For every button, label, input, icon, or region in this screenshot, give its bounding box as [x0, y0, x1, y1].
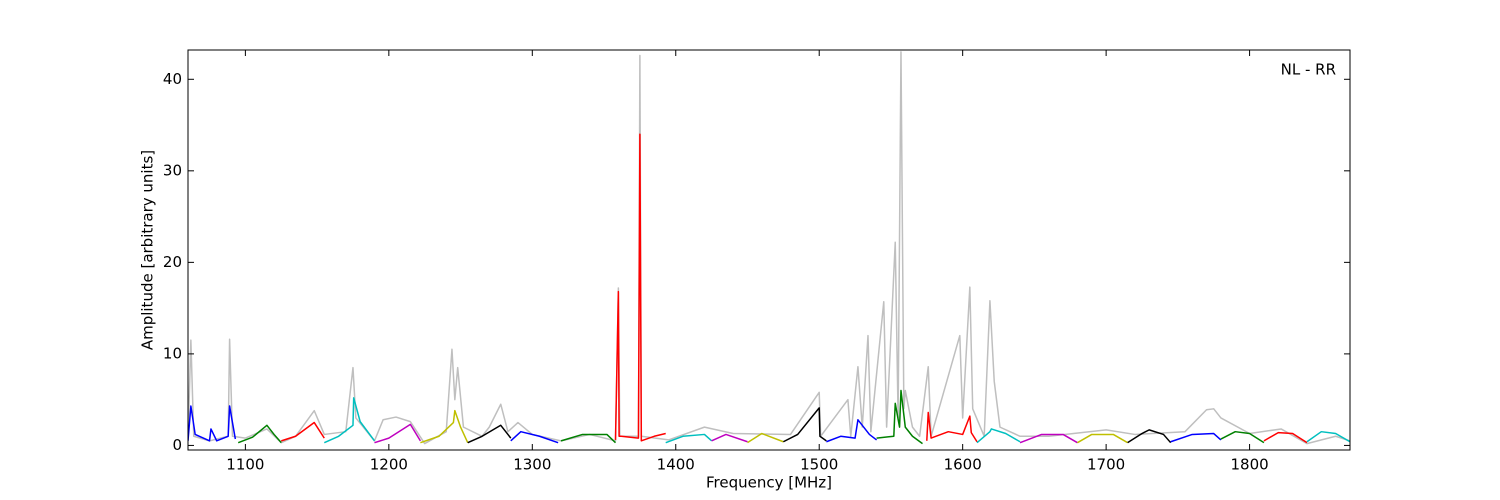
series-line — [560, 433, 617, 444]
series-line — [1019, 433, 1078, 444]
series-line — [1220, 430, 1265, 444]
y-tick-label: 40 — [163, 70, 182, 88]
series-line — [665, 433, 713, 444]
series-line — [323, 397, 376, 444]
x-tick-label: 1100 — [226, 456, 264, 474]
series-line — [374, 423, 422, 444]
series-line — [783, 407, 827, 443]
series-line — [1077, 433, 1129, 444]
series-line — [826, 419, 878, 443]
plot-frame — [187, 49, 1351, 451]
series-line — [510, 430, 559, 444]
annotation: NL - RR — [1281, 61, 1336, 79]
y-axis-label: Amplitude [arbitrary units] — [139, 150, 157, 350]
x-axis-label: Frequency [MHz] — [706, 474, 832, 492]
x-tick-label: 1700 — [1087, 456, 1125, 474]
x-tick-label: 1400 — [657, 456, 695, 474]
y-tick-label: 20 — [163, 253, 182, 271]
y-tick-label: 0 — [172, 436, 182, 454]
series-line — [467, 424, 512, 444]
x-tick-label: 1600 — [944, 456, 982, 474]
series-line — [976, 428, 1021, 444]
x-tick-label: 1500 — [800, 456, 838, 474]
series-line — [420, 409, 469, 444]
series-line — [926, 411, 978, 443]
series-line — [876, 389, 923, 445]
series-line — [188, 51, 1350, 445]
series-line — [188, 405, 237, 442]
series-line — [1170, 432, 1222, 443]
series-line — [711, 433, 748, 443]
series-line — [747, 432, 784, 444]
series-line — [1263, 431, 1308, 444]
x-tick-label: 1800 — [1230, 456, 1268, 474]
series-line — [614, 133, 666, 442]
y-tick-label: 10 — [163, 344, 182, 362]
series-line — [1306, 430, 1350, 443]
y-tick-label: 30 — [163, 161, 182, 179]
series-line — [237, 424, 282, 444]
series-line — [1127, 429, 1172, 444]
x-tick-label: 1300 — [513, 456, 551, 474]
x-tick-label: 1200 — [370, 456, 408, 474]
series-line — [281, 421, 325, 442]
